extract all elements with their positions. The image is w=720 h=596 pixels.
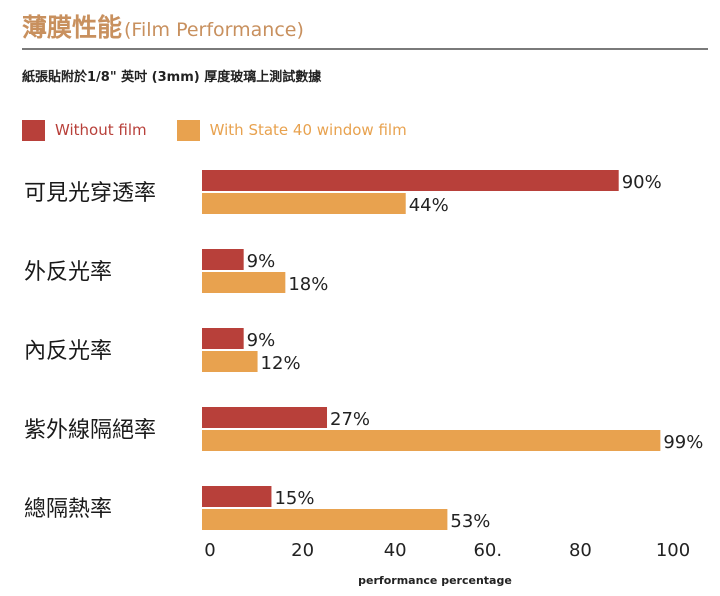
chart-subtitle: 紙張貼附於1/8" 英吋 (3mm) 厚度玻璃上測試數據 xyxy=(22,70,322,85)
bar xyxy=(202,407,328,428)
data-label: 12% xyxy=(261,353,301,374)
data-label: 9% xyxy=(247,330,276,351)
title-divider xyxy=(22,48,708,50)
bar xyxy=(202,193,406,214)
x-tick-label: 20 xyxy=(291,540,314,561)
legend-item-with-film: With State 40 window film xyxy=(176,119,407,141)
data-label: 9% xyxy=(247,251,276,272)
chart-legend: Without film With State 40 window film xyxy=(22,118,407,142)
legend-swatch-without-film xyxy=(22,119,45,141)
title-zh: 薄膜性能 xyxy=(22,13,123,42)
legend-item-without-film: Without film xyxy=(22,119,147,141)
category-label: 紫外線隔絕率 xyxy=(24,418,156,443)
data-label: 53% xyxy=(450,511,490,532)
legend-label-without-film: Without film xyxy=(55,121,147,139)
bar xyxy=(202,430,661,451)
data-label: 99% xyxy=(663,432,703,453)
title-en: (Film Performance) xyxy=(124,19,304,41)
page-title: 薄膜性能 (Film Performance) xyxy=(22,8,304,44)
data-label: 15% xyxy=(274,488,314,509)
category-label: 內反光率 xyxy=(24,339,112,364)
bar xyxy=(202,170,619,191)
bar xyxy=(202,249,244,270)
x-axis-title: performance percentage xyxy=(358,574,512,587)
x-tick-label: 0 xyxy=(204,540,215,561)
category-label: 總隔熱率 xyxy=(24,497,112,522)
bar xyxy=(202,486,272,507)
bar xyxy=(202,351,258,372)
data-label: 18% xyxy=(288,274,328,295)
bar xyxy=(202,272,286,293)
bar xyxy=(202,328,244,349)
bar xyxy=(202,509,448,530)
x-tick-label: 100 xyxy=(656,540,690,561)
x-tick-label: 60. xyxy=(473,540,502,561)
data-label: 90% xyxy=(622,172,662,193)
data-label: 27% xyxy=(330,409,370,430)
x-tick-label: 80 xyxy=(569,540,592,561)
x-tick-label: 40 xyxy=(384,540,407,561)
category-label: 外反光率 xyxy=(24,260,112,285)
data-label: 44% xyxy=(409,195,449,216)
legend-label-with-film: With State 40 window film xyxy=(209,121,407,139)
legend-swatch-with-film xyxy=(176,119,200,141)
category-label: 可見光穿透率 xyxy=(24,181,156,206)
